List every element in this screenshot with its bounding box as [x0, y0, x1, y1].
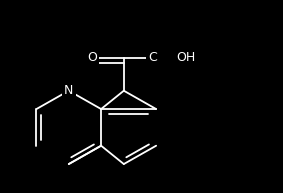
- Text: C: C: [148, 51, 156, 64]
- Text: N: N: [64, 84, 74, 97]
- Text: OH: OH: [176, 51, 195, 64]
- Text: C: C: [148, 51, 156, 64]
- Text: O: O: [87, 51, 97, 64]
